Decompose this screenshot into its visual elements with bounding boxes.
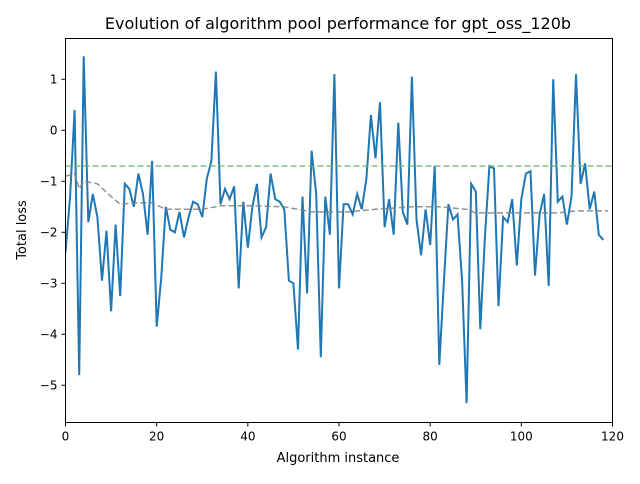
plot-area xyxy=(65,56,613,404)
y-axis-label: Total loss xyxy=(15,200,30,261)
x-tick-label: 80 xyxy=(423,430,438,444)
y-tick-label: −1 xyxy=(40,174,58,188)
chart-title: Evolution of algorithm pool performance … xyxy=(105,14,571,34)
plot-frame xyxy=(65,38,613,423)
y-tick-label: −5 xyxy=(40,378,58,392)
y-tick-label: −2 xyxy=(40,225,58,239)
x-tick-label: 20 xyxy=(149,430,164,444)
y-tick-label: −4 xyxy=(40,327,58,341)
y-tick-label: 0 xyxy=(50,123,58,137)
x-tick-label: 60 xyxy=(331,430,346,444)
x-tick-label: 40 xyxy=(240,430,255,444)
y-tick-label: −3 xyxy=(40,276,58,290)
x-axis-label: Algorithm instance xyxy=(277,451,400,466)
x-tick-label: 120 xyxy=(601,430,624,444)
y-axis: −5 −4 −3 −2 −1 0 1 xyxy=(40,72,66,392)
y-tick-label: 1 xyxy=(50,72,58,86)
series-loss xyxy=(65,56,605,404)
x-axis: 0 20 40 60 80 100 120 xyxy=(62,422,624,444)
x-tick-label: 100 xyxy=(510,430,533,444)
series-running-mean xyxy=(65,172,608,214)
x-tick-label: 0 xyxy=(62,430,70,444)
